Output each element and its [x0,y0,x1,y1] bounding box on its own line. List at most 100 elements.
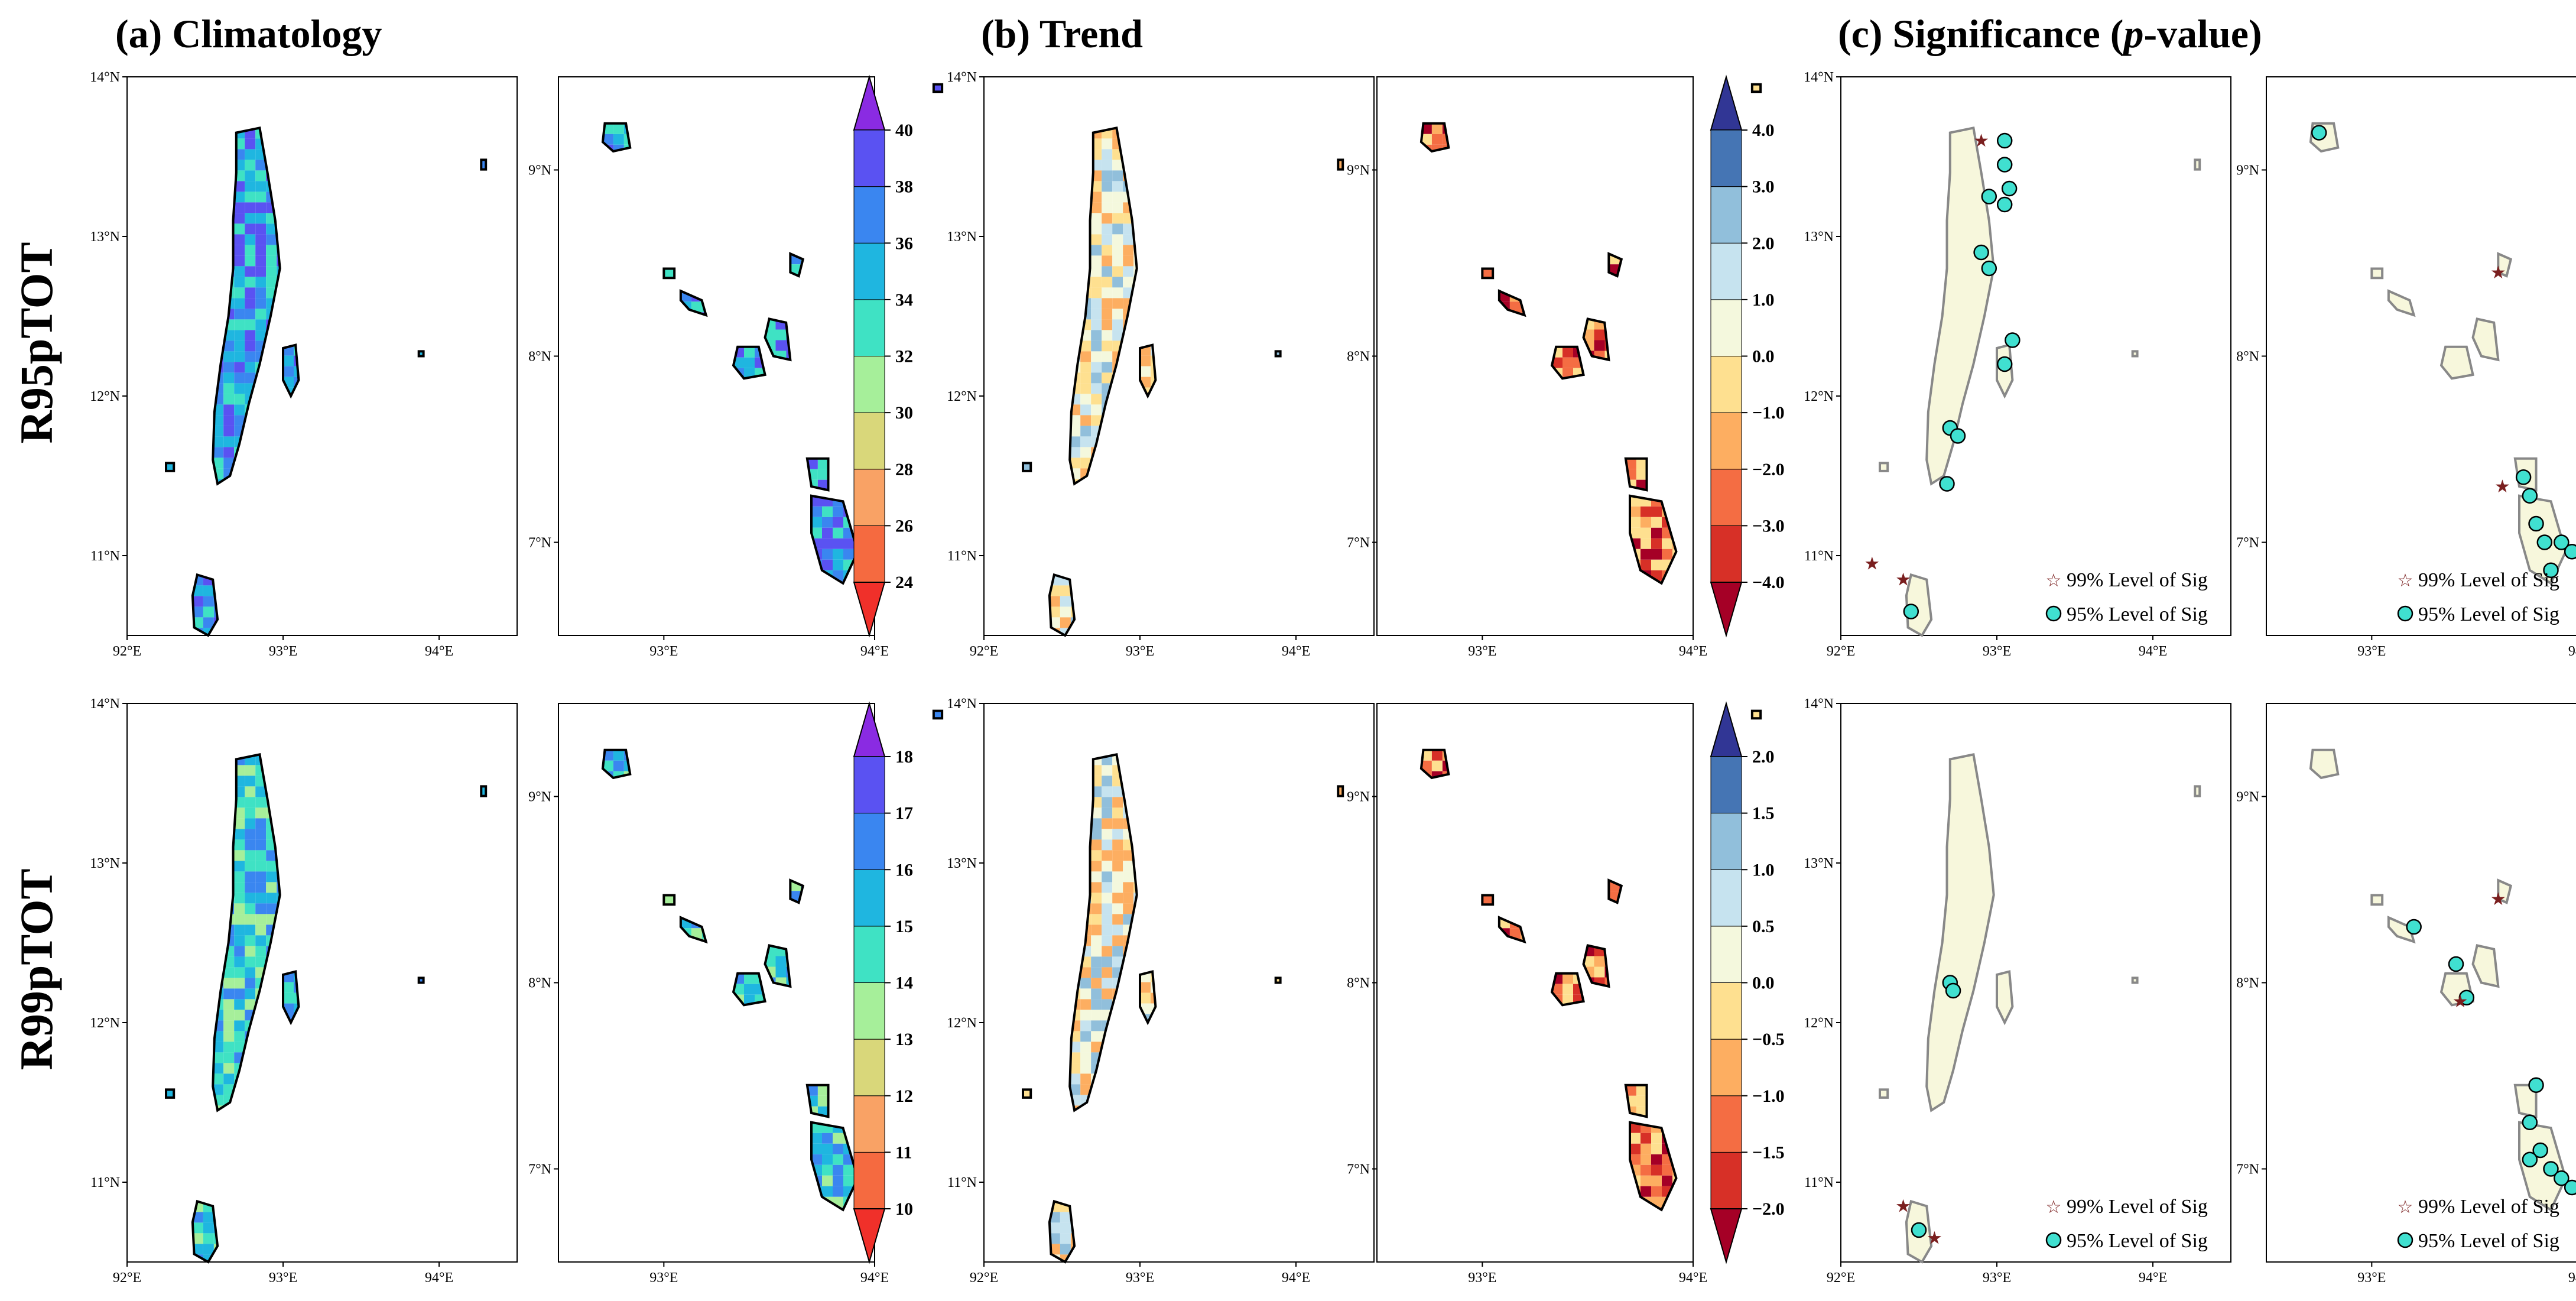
grid-cell [811,506,822,517]
coastline [2497,252,2513,278]
grid-cell [213,447,224,458]
grid-cell [1080,351,1092,362]
grid-cell [223,1063,235,1074]
map-panel-trend-north-0: 92°E 93°E 94°E 11°N 12°N 13°N 14°N [947,70,1375,659]
coastline [2309,122,2340,153]
colorbar-2: 10 11 12 13 14 15 16 17 18 [853,701,913,1264]
coastline [165,462,176,472]
colorbar-tick-label: 0.0 [1752,974,1775,993]
grid-cell [1091,298,1102,309]
grid-cell [833,549,843,560]
colorbar-segment [853,525,885,583]
coastline [2131,350,2139,358]
grid-cell [255,850,267,861]
grid-cell [1112,935,1123,946]
data-layer [664,895,675,905]
grid-cell [234,330,245,341]
land-fill [2515,1085,2536,1117]
grid-cell [1662,1175,1672,1186]
grid-cell [1651,549,1662,560]
grid-cell [234,362,245,373]
coastline [805,457,830,492]
grid-cell [1080,447,1092,458]
grid-cell [843,1164,854,1176]
grid-cell [245,309,256,320]
grid-cell [418,351,424,356]
data-layer [2372,268,2383,278]
coastline [1905,1199,1933,1264]
grid-cell [255,829,267,840]
grid-cell [1112,871,1123,883]
coastline [810,1121,859,1212]
grid-cell [255,255,267,267]
grid-cell [1563,973,1573,984]
x-tick-label: 94°E [1679,1270,1707,1286]
grid-cell [833,1133,843,1144]
coastline [1925,126,1995,486]
grid-cell [245,138,256,150]
colorbar-tick-label: 3.0 [1752,177,1775,197]
grid-cell [691,928,702,939]
colorbar-segment [853,299,885,356]
grid-cell [245,978,256,989]
grid-cell [1112,213,1123,224]
grid-cell [1091,893,1102,904]
coastline [764,317,792,362]
grid-cell [1091,255,1102,267]
grid-cell [192,1244,203,1255]
grid-cell [1102,149,1113,160]
colorbar-0: 24 26 28 30 32 34 36 38 40 [853,74,913,638]
grid-cell [1091,202,1102,213]
grid-cell [234,372,245,384]
grid-cell [1641,517,1651,528]
sig95-marker [1950,428,1966,444]
grid-cell [245,893,256,904]
grid-cell [1102,234,1113,245]
coastline [2309,748,2340,780]
grid-cell [1630,1143,1641,1154]
grid-cell [255,882,267,893]
grid-cell [203,1244,214,1255]
grid-cell [1442,760,1449,771]
x-tick-label: 93°E [649,644,678,659]
coastline [2518,1121,2567,1212]
land-fill [2441,346,2473,379]
grid-cell [234,935,245,946]
grid-cell [223,978,235,989]
grid-cell [1123,255,1134,267]
grid-cell [807,458,818,469]
data-layer [2519,1122,2566,1210]
coastline [191,1199,219,1264]
grid-cell [255,287,267,299]
grid-cell [1080,436,1092,447]
grid-cell [1630,517,1641,528]
grid-cell [245,829,256,840]
coastline [1750,709,1762,720]
coastline [2131,976,2139,984]
data-layer [166,463,174,471]
map-panel-trend-south-0: 93°E 94°E 7°N 8°N 9°N [1347,76,1762,659]
sig95-marker [2536,534,2553,550]
sig99-marker: ★ [1927,1229,1942,1248]
grid-cell [811,517,822,528]
grid-cell [1641,506,1651,517]
map-panel-sig-south-1: ★ ★ ☆ 99% Level of Sig 95% Level of Sig 93°E 9… [2236,703,2576,1286]
legend-star-icon: ☆ [2046,1198,2062,1217]
colorbar-tick-label: 14 [895,974,913,993]
coastline [212,753,281,1112]
grid-cell [245,786,256,797]
colorbar-segment [853,756,885,814]
legend-star-icon: ☆ [2398,1198,2413,1217]
colorbar-tick-label: 1.5 [1752,804,1775,823]
coastline [932,83,944,93]
coastline [1139,343,1157,399]
coastline [1550,345,1585,380]
grid-cell [1112,946,1123,957]
grid-cell [1070,426,1081,437]
x-tick-label: 92°E [113,644,141,659]
grid-cell [1752,84,1761,92]
colorbar-tick-label: 32 [895,347,913,366]
x-tick-label: 93°E [1126,644,1154,659]
grid-cell [811,1122,822,1133]
grid-cell [234,383,245,394]
